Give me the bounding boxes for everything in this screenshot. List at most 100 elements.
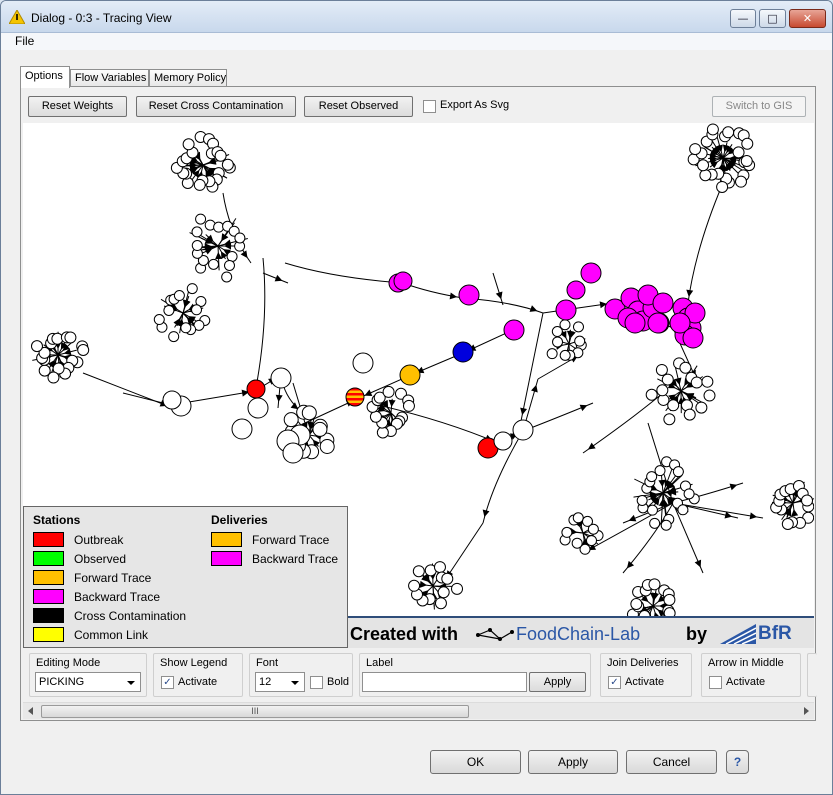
- join-deliveries-checkbox[interactable]: ✓: [608, 676, 621, 689]
- station-node[interactable]: [433, 561, 446, 574]
- station-node[interactable]: [226, 250, 238, 262]
- station-node[interactable]: [646, 471, 658, 483]
- show-legend-checkbox[interactable]: ✓: [161, 676, 174, 689]
- station-node[interactable]: [667, 399, 680, 412]
- station-node[interactable]: [382, 385, 395, 398]
- station-node[interactable]: [654, 465, 666, 477]
- reset-observed-button[interactable]: Reset Observed: [304, 96, 413, 117]
- tab-memory-policy[interactable]: Memory Policy: [149, 69, 227, 87]
- maximize-button[interactable]: □: [759, 9, 786, 28]
- menu-file[interactable]: File: [15, 34, 35, 48]
- station-node[interactable]: [214, 149, 227, 162]
- station-node[interactable]: [191, 226, 203, 238]
- backward-trace-station[interactable]: [669, 312, 691, 334]
- station-node[interactable]: [162, 390, 182, 410]
- graph-nodes[interactable]: [30, 123, 814, 633]
- station-node[interactable]: [579, 543, 591, 555]
- backward-trace-station[interactable]: [682, 327, 704, 349]
- label-apply-button[interactable]: Apply: [529, 672, 586, 692]
- station-node[interactable]: [195, 213, 207, 225]
- station-node[interactable]: [208, 258, 220, 270]
- station-node[interactable]: [197, 254, 209, 266]
- station-node[interactable]: [732, 146, 745, 159]
- station-node[interactable]: [703, 389, 716, 402]
- station-node[interactable]: [663, 413, 676, 426]
- title-bar[interactable]: Dialog - 0:3 - Tracing View — □ ✕: [1, 1, 832, 33]
- station-node[interactable]: [191, 240, 203, 252]
- station-node[interactable]: [412, 565, 425, 578]
- station-node[interactable]: [52, 362, 65, 375]
- scrollbar-thumb[interactable]: III: [41, 705, 469, 718]
- station-node[interactable]: [585, 535, 597, 547]
- station-node[interactable]: [38, 364, 51, 377]
- backward-trace-station[interactable]: [684, 302, 706, 324]
- station-node[interactable]: [559, 319, 571, 331]
- station-node[interactable]: [434, 597, 447, 610]
- cancel-button[interactable]: Cancel: [626, 750, 717, 774]
- station-node[interactable]: [741, 137, 754, 150]
- station-node[interactable]: [373, 391, 386, 404]
- bold-checkbox[interactable]: [310, 676, 323, 689]
- station-node[interactable]: [552, 336, 564, 348]
- horizontal-scrollbar[interactable]: III: [23, 702, 814, 719]
- station-node[interactable]: [191, 304, 203, 316]
- station-node[interactable]: [173, 290, 185, 302]
- station-node[interactable]: [645, 388, 658, 401]
- station-node[interactable]: [740, 155, 753, 168]
- backward-trace-station[interactable]: [566, 280, 586, 300]
- station-node[interactable]: [30, 340, 43, 353]
- backward-trace-station[interactable]: [647, 312, 669, 334]
- station-node[interactable]: [186, 283, 198, 295]
- station-node[interactable]: [402, 399, 415, 412]
- station-node[interactable]: [182, 138, 195, 151]
- export-svg-checkbox[interactable]: [423, 100, 436, 113]
- station-node[interactable]: [47, 371, 60, 384]
- station-node[interactable]: [180, 322, 192, 334]
- station-node[interactable]: [572, 321, 584, 333]
- station-node[interactable]: [437, 586, 450, 599]
- station-node[interactable]: [572, 512, 584, 524]
- scroll-right-icon[interactable]: [804, 707, 809, 715]
- station-node[interactable]: [679, 361, 692, 374]
- station-node[interactable]: [163, 304, 175, 316]
- reset-cross-contamination-button[interactable]: Reset Cross Contamination: [136, 96, 296, 117]
- help-button[interactable]: ?: [726, 750, 749, 774]
- station-node[interactable]: [661, 373, 674, 386]
- switch-to-gis-button[interactable]: Switch to GIS: [712, 96, 806, 117]
- station-node[interactable]: [195, 295, 207, 307]
- station-node[interactable]: [283, 412, 299, 428]
- tab-flow-variables[interactable]: Flow Variables: [70, 69, 149, 87]
- station-node[interactable]: [689, 143, 702, 156]
- station-node[interactable]: [223, 259, 235, 271]
- station-node[interactable]: [221, 271, 233, 283]
- station-node[interactable]: [695, 401, 708, 414]
- backward-trace-station[interactable]: [393, 271, 413, 291]
- station-node[interactable]: [781, 517, 794, 530]
- station-node[interactable]: [64, 331, 77, 344]
- observed-station[interactable]: [452, 341, 474, 363]
- station-node[interactable]: [716, 180, 729, 193]
- station-node[interactable]: [441, 572, 454, 585]
- station-node[interactable]: [312, 421, 328, 437]
- station-node[interactable]: [221, 158, 234, 171]
- station-node[interactable]: [683, 488, 695, 500]
- outbreak-station[interactable]: [246, 379, 266, 399]
- station-node[interactable]: [699, 169, 712, 182]
- station-node[interactable]: [493, 431, 513, 451]
- graph-canvas[interactable]: Stations Deliveries Outbreak Observed Forw…: [23, 123, 814, 648]
- apply-button[interactable]: Apply: [528, 750, 618, 774]
- station-node[interactable]: [630, 597, 643, 610]
- backward-trace-station[interactable]: [652, 292, 674, 314]
- station-node[interactable]: [683, 408, 696, 421]
- label-input[interactable]: [362, 672, 527, 692]
- station-node[interactable]: [376, 426, 389, 439]
- station-node[interactable]: [656, 384, 669, 397]
- close-button[interactable]: ✕: [789, 9, 826, 28]
- backward-trace-station[interactable]: [458, 284, 480, 306]
- cross-contamination-station[interactable]: [345, 387, 365, 407]
- station-node[interactable]: [690, 376, 703, 389]
- station-node[interactable]: [270, 367, 292, 389]
- backward-trace-station[interactable]: [580, 262, 602, 284]
- station-node[interactable]: [77, 343, 90, 356]
- station-node[interactable]: [234, 232, 246, 244]
